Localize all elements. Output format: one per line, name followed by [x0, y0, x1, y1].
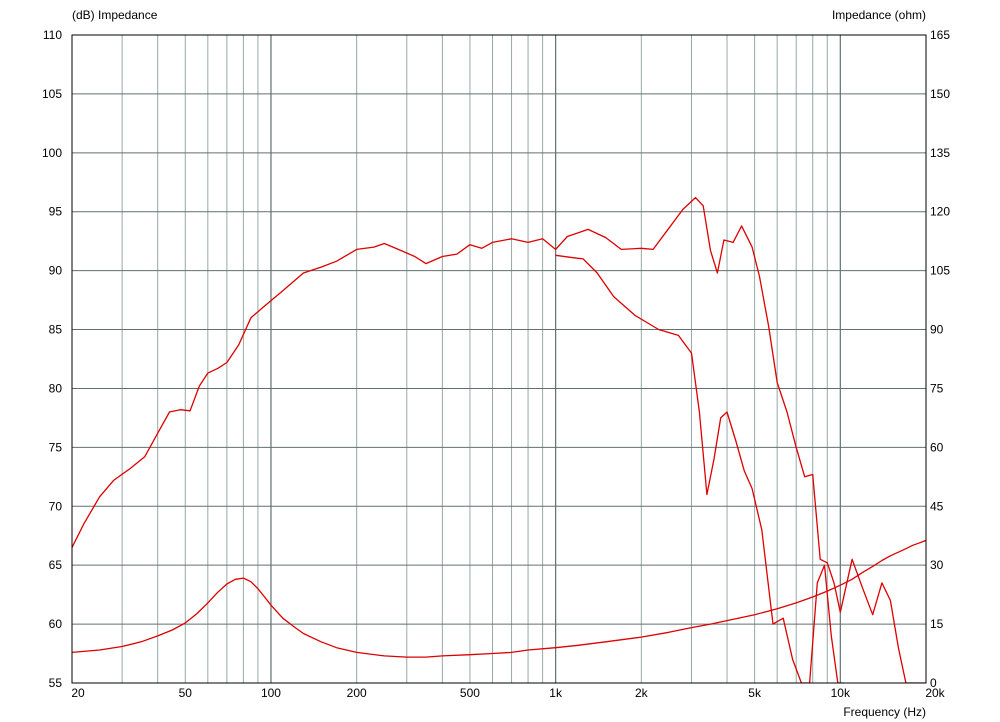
right-tick-label: 60: [930, 440, 944, 454]
right-tick-label: 120: [930, 205, 950, 219]
left-tick-label: 75: [49, 440, 63, 454]
right-tick-label: 30: [930, 558, 944, 572]
plot-frame: [71, 34, 927, 684]
left-tick-label: 100: [42, 146, 62, 160]
series-line-2: [555, 254, 844, 683]
right-tick-label: 75: [930, 381, 944, 395]
left-axis-title: (dB) Impedance: [72, 8, 158, 22]
right-axis-title: Impedance (ohm): [832, 8, 926, 22]
series-line-3: [72, 539, 926, 658]
x-tick-label: 10k: [831, 686, 851, 700]
x-tick-label: 1k: [549, 686, 563, 700]
series-layer: [72, 196, 926, 683]
major-grid: [72, 35, 926, 683]
right-tick-label: 165: [930, 28, 950, 42]
right-tick-label: 0: [930, 676, 937, 690]
right-tick-label: 105: [930, 264, 950, 278]
right-tick-label: 15: [930, 617, 944, 631]
x-axis-ticks: 20 50 100 200 500 1k 2k 5k 10k 20k: [71, 686, 945, 700]
left-tick-label: 55: [49, 676, 63, 690]
x-tick-label: 20: [71, 686, 85, 700]
x-tick-label: 2k: [635, 686, 649, 700]
x-tick-label: 20k: [925, 686, 945, 700]
right-tick-label: 135: [930, 146, 950, 160]
left-tick-label: 90: [49, 264, 63, 278]
left-tick-label: 65: [49, 558, 63, 572]
left-tick-label: 60: [49, 617, 63, 631]
x-tick-label: 5k: [748, 686, 762, 700]
right-tick-label: 90: [930, 323, 944, 337]
minor-grid: [121, 35, 828, 683]
x-tick-label: 100: [261, 686, 281, 700]
x-axis-title: Frequency (Hz): [843, 705, 926, 719]
right-tick-label: 45: [930, 499, 944, 513]
x-tick-label: 50: [179, 686, 193, 700]
right-tick-label: 150: [930, 87, 950, 101]
left-tick-label: 95: [49, 205, 63, 219]
left-tick-label: 105: [42, 87, 62, 101]
series-line-1: [72, 196, 926, 683]
left-tick-label: 110: [43, 28, 62, 42]
left-tick-label: 70: [49, 499, 63, 513]
x-tick-label: 500: [460, 686, 480, 700]
left-tick-label: 85: [49, 323, 63, 337]
x-tick-label: 200: [347, 686, 367, 700]
left-tick-label: 80: [49, 381, 63, 395]
left-axis-ticks: 55 60 65 70 75 80 85 90 95 100 105 110: [42, 28, 62, 690]
right-axis-ticks: 0 15 30 45 60 75 90 105 120 135 150 165: [930, 28, 950, 690]
